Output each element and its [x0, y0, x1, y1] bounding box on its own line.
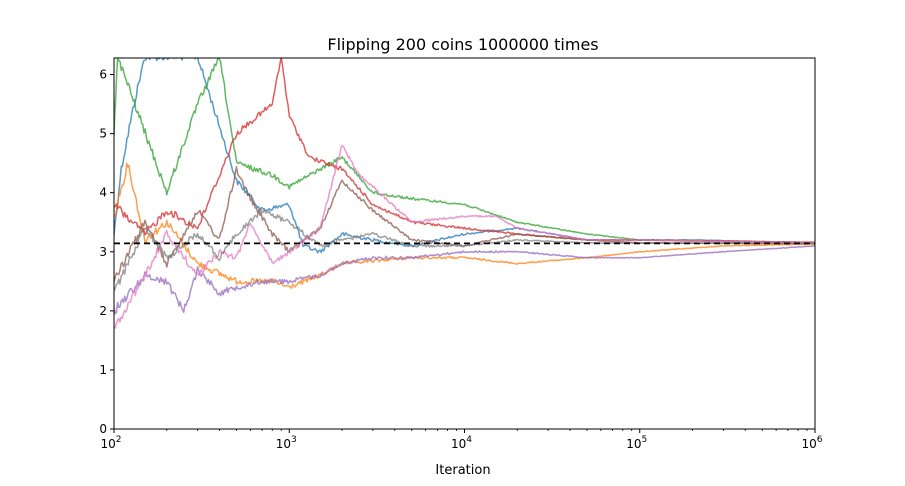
- x-tick-label-base: 10: [100, 437, 115, 451]
- series-line-6: [114, 166, 815, 283]
- y-tick-label: 1: [99, 363, 107, 377]
- chart-title: Flipping 200 coins 1000000 times: [327, 35, 598, 54]
- x-tick-label-base: 10: [276, 437, 291, 451]
- series-line-7: [114, 144, 815, 329]
- series-line-3: [114, 58, 815, 244]
- y-tick-label: 6: [99, 68, 107, 82]
- x-tick-label-exponent: 4: [466, 435, 472, 445]
- x-tick-label: 105: [626, 435, 647, 451]
- y-tick-label: 2: [99, 304, 107, 318]
- x-tick-label-exponent: 3: [291, 435, 297, 445]
- y-axis: 0 1 2 3 4 5 6: [99, 68, 114, 436]
- x-tick-label-exponent: 2: [116, 435, 122, 445]
- x-tick-label: 103: [276, 435, 297, 451]
- x-tick-label-base: 10: [451, 437, 466, 451]
- series-line-5: [114, 245, 815, 315]
- series-line-2: [114, 162, 815, 289]
- x-axis-label: Iteration: [435, 463, 490, 478]
- y-tick-label: 4: [99, 186, 107, 200]
- x-tick-label-exponent: 6: [817, 435, 823, 445]
- x-tick-label-exponent: 5: [642, 435, 648, 445]
- y-tick-label: 0: [99, 422, 107, 436]
- x-axis: 102 103 104 105 106: [100, 429, 823, 451]
- y-tick-label: 5: [99, 127, 107, 141]
- series-line-4: [114, 58, 815, 244]
- x-tick-label-base: 10: [626, 437, 641, 451]
- y-tick-label: 3: [99, 245, 107, 259]
- x-tick-label: 106: [801, 435, 822, 451]
- series-layer: [114, 58, 815, 329]
- x-tick-label-base: 10: [801, 437, 816, 451]
- series-line-1: [114, 58, 815, 254]
- x-tick-label: 104: [451, 435, 472, 451]
- x-tick-label: 102: [100, 435, 121, 451]
